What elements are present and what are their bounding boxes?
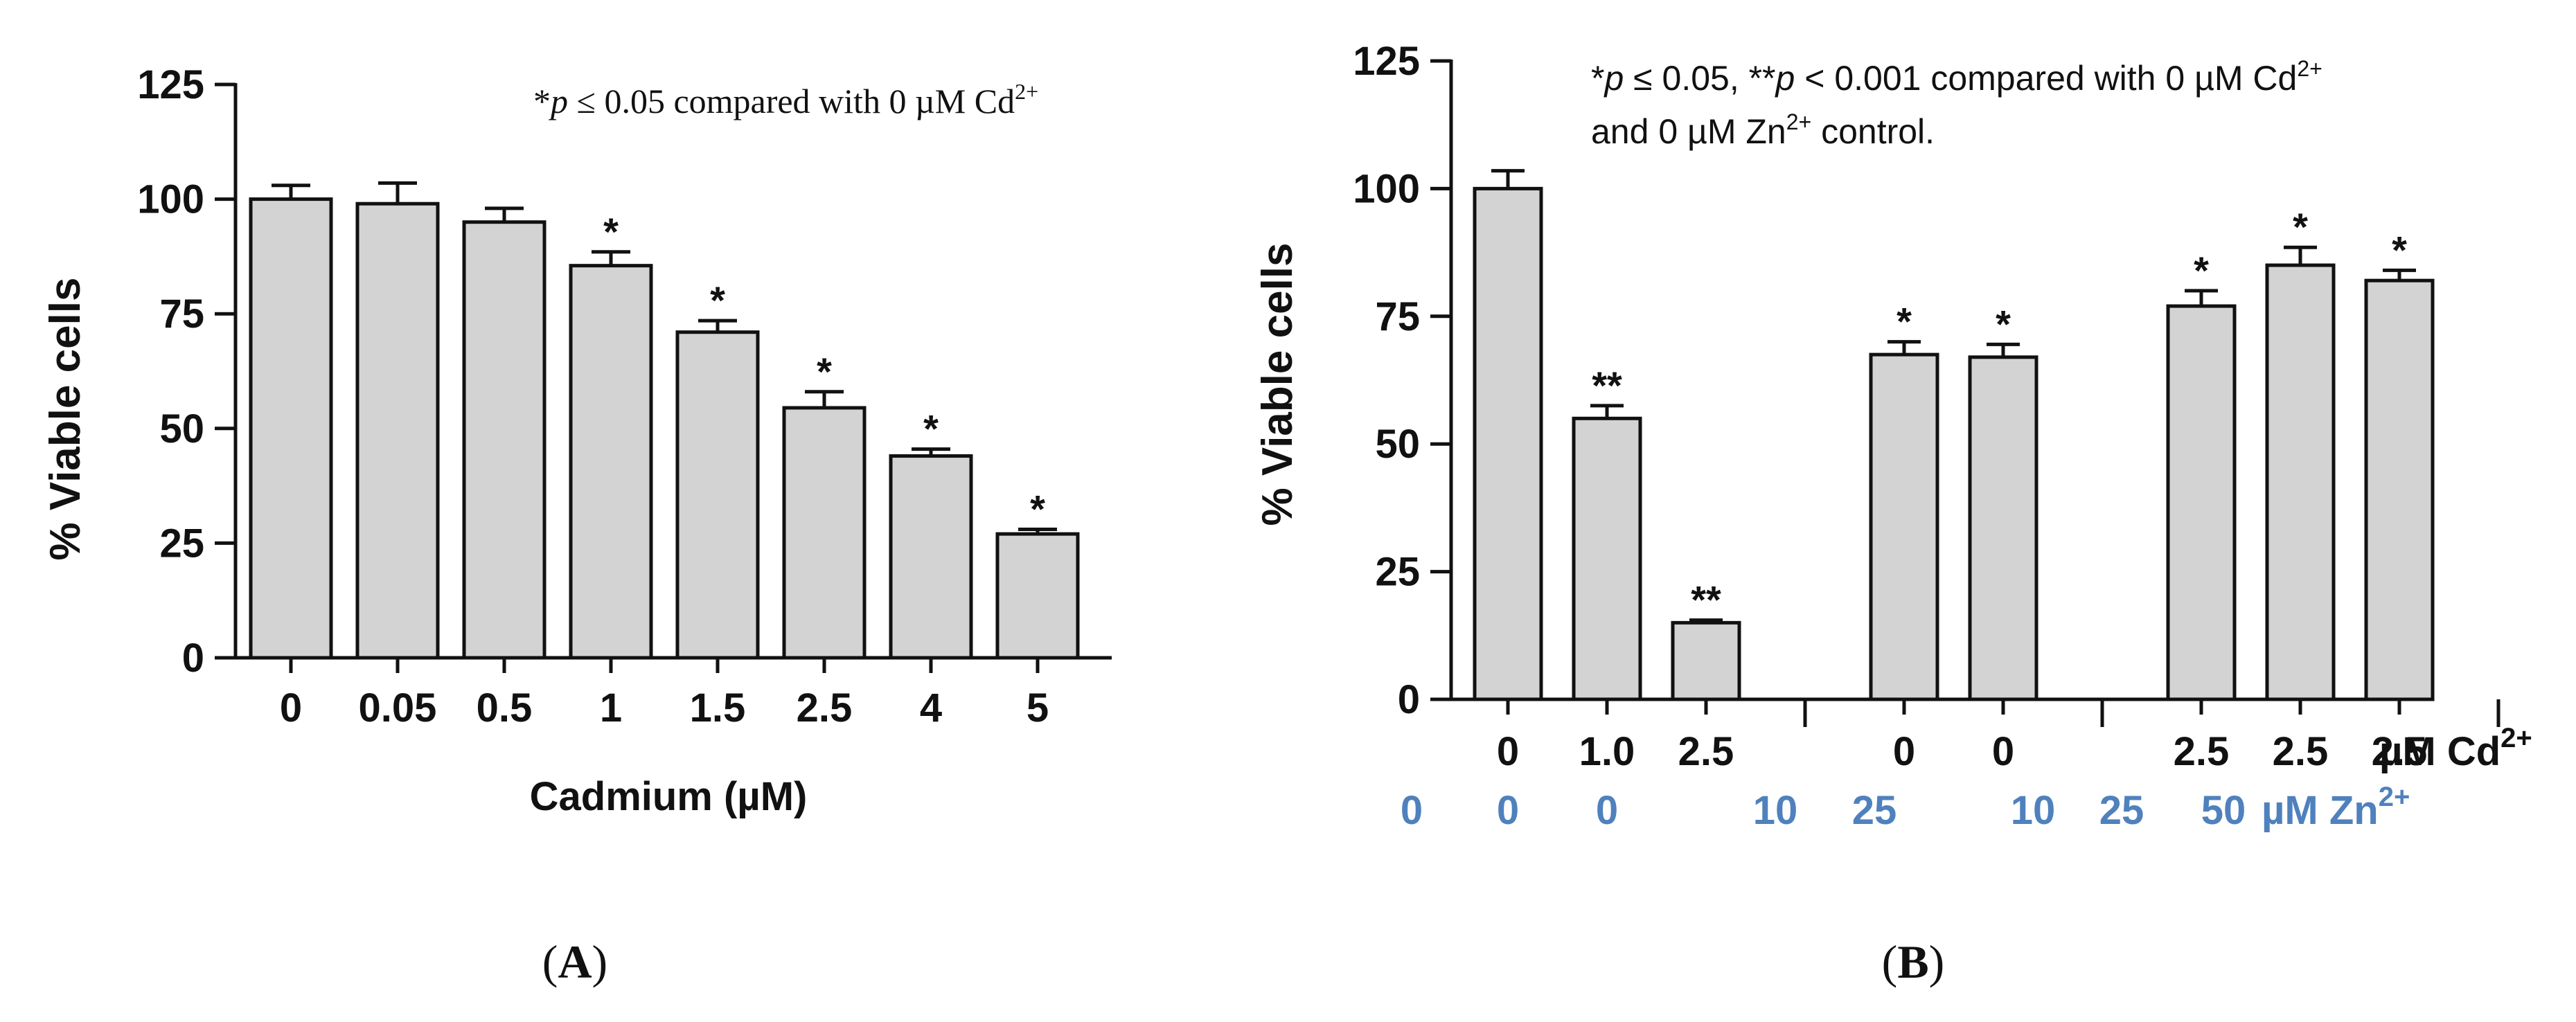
- panel-b-axes: [1430, 59, 2501, 727]
- panel-b-ytick-label: 100: [1353, 166, 1420, 211]
- panel-b-bar: [2364, 278, 2435, 701]
- panel-b-note-line2: and 0 µM Zn2+ control.: [1591, 109, 1935, 151]
- panel-b-bar: [1671, 620, 1741, 701]
- panel-b-significance: **: [1691, 578, 1721, 622]
- panel-b-cd-label: 2.5: [2273, 729, 2329, 774]
- panel-a-note-star: *: [533, 82, 551, 120]
- panel-a-xtick-label: 0.05: [359, 685, 437, 730]
- panel-b-significance: *: [2392, 228, 2407, 271]
- panel-a-xlabel: Cadmium (µM): [530, 774, 808, 819]
- panel-a-xtick-label: 4: [920, 685, 942, 730]
- panel-b-significance: **: [1592, 364, 1622, 407]
- panel-b-zn-label: 10: [2011, 788, 2056, 833]
- panel-a-bar: [675, 330, 760, 660]
- panel-a-bar: [355, 201, 440, 660]
- panel-a-significance: *: [710, 278, 725, 322]
- panel-a-xtick-label: 0: [280, 685, 302, 730]
- panel-b-significance: *: [1996, 302, 2011, 346]
- panel-b-ytick-label: 0: [1398, 677, 1420, 722]
- panel-b-zn-label: 50: [2201, 788, 2246, 833]
- panel-b-zn-label: 25: [1852, 788, 1897, 833]
- panel-b-bar: [2166, 304, 2237, 701]
- panel-b-letter: B: [1897, 935, 1928, 988]
- panel-a-y-ticks: 0 25 50 75 100 125: [137, 62, 204, 681]
- panel-b-note-line1: *p ≤ 0.05, **p < 0.001 compared with 0 µ…: [1591, 56, 2322, 98]
- panel-b-bar: [2265, 263, 2336, 701]
- panel-a-xtick-label: 0.5: [477, 685, 533, 730]
- panel-a-chart: % Viable cells 0 25 50 75 100 125 * * * * * 0 0.05…: [42, 62, 1112, 988]
- panel-a-significance: *: [1030, 487, 1045, 531]
- panel-b-bar: [1572, 416, 1642, 701]
- panel-b-cd-label: 0: [1893, 729, 1915, 774]
- panel-b-significance: *: [2293, 205, 2308, 249]
- panel-a-significance: *: [817, 350, 832, 393]
- panel-b-zn-label: 0: [1596, 788, 1618, 833]
- panel-b-zn-label: 0: [1497, 788, 1519, 833]
- panel-a-xtick-label: 2.5: [797, 685, 853, 730]
- panel-b-zn-label: 10: [1753, 788, 1798, 833]
- panel-b-cd-label: 0: [1992, 729, 2014, 774]
- panel-b-significance: *: [1897, 300, 1912, 343]
- panel-a-xtick-label: 1: [600, 685, 622, 730]
- panel-a-note-sup: 2+: [1015, 79, 1038, 104]
- panel-b-bar: [1968, 355, 2038, 701]
- panel-b-ylabel: % Viable cells: [1254, 243, 1302, 526]
- panel-a-bar: [462, 220, 547, 660]
- panel-a-bar: [249, 197, 333, 660]
- panel-a-ytick-label: 75: [159, 292, 204, 337]
- panel-b-cd-label: 2.5: [2174, 729, 2230, 774]
- panel-b-cd-label: 1.0: [1579, 729, 1635, 774]
- panel-b-zn-label: 0: [1401, 788, 1423, 833]
- panel-a-bar: [569, 264, 653, 660]
- panel-b-cd-label: 2.5: [1678, 729, 1734, 774]
- panel-a-label: (A): [542, 935, 607, 988]
- panel-a-letter: A: [558, 935, 592, 988]
- panel-a-bar: [995, 532, 1080, 660]
- panel-b-ytick-label: 50: [1375, 422, 1420, 467]
- panel-a-note: *p ≤ 0.05 compared with 0 µM Cd2+: [533, 79, 1038, 120]
- panel-a-xtick-label: 5: [1027, 685, 1049, 730]
- panel-b-ytick-label: 25: [1375, 550, 1420, 595]
- panel-a-note-text: ≤ 0.05 compared with 0 µM Cd: [568, 82, 1015, 120]
- panel-a-note-p: p: [549, 82, 568, 120]
- panel-b-ytick-label: 125: [1353, 39, 1420, 84]
- panel-b-bar: [1473, 186, 1543, 701]
- panel-b-cd-row: 0 1.0 2.5 0 0 2.5 2.5 2.5µM Cd2+: [1497, 723, 2532, 774]
- panel-b-cd-label: 2.5: [2372, 729, 2428, 774]
- panel-b-ytick-label: 75: [1375, 294, 1420, 339]
- panel-b-bars: ***** ****: [1473, 169, 2435, 701]
- panel-b-bar: [1869, 352, 1939, 701]
- panel-b-zn-label: 25: [2099, 788, 2144, 833]
- panel-a-ytick-label: 125: [137, 62, 204, 107]
- panel-a-significance: *: [923, 407, 939, 451]
- panel-a-ytick-label: 0: [182, 636, 204, 681]
- panel-a-x-ticks: 0 0.05 0.5 1 1.5 2.5 4 5: [280, 685, 1049, 730]
- panel-b-significance: *: [2194, 249, 2209, 292]
- panel-a-ylabel: % Viable cells: [42, 278, 89, 561]
- panel-b-zn-unit: µM Zn2+: [2262, 782, 2410, 833]
- panel-b-cd-unit: µM Cd2+: [2379, 723, 2532, 774]
- panel-b-zn-row: 0 0 0 10 25 10 25 50 µM Zn2+: [1401, 782, 2410, 833]
- panel-b-cd-label: 0: [1497, 729, 1519, 774]
- panel-a-axes: [215, 82, 1112, 673]
- panel-a-bar: [782, 406, 867, 660]
- panel-a-ytick-label: 50: [159, 406, 204, 451]
- panel-a-significance: *: [603, 210, 619, 253]
- panel-a-ytick-label: 100: [137, 177, 204, 222]
- panel-a-bar: [889, 454, 973, 660]
- panel-a-bars: * * * * *: [249, 181, 1080, 660]
- panel-b-label: (B): [1882, 935, 1945, 988]
- panel-a-xtick-label: 1.5: [690, 685, 746, 730]
- panel-a-ytick-label: 25: [159, 521, 204, 566]
- panel-b-y-ticks: 0 25 50 75 100 125: [1353, 39, 1420, 722]
